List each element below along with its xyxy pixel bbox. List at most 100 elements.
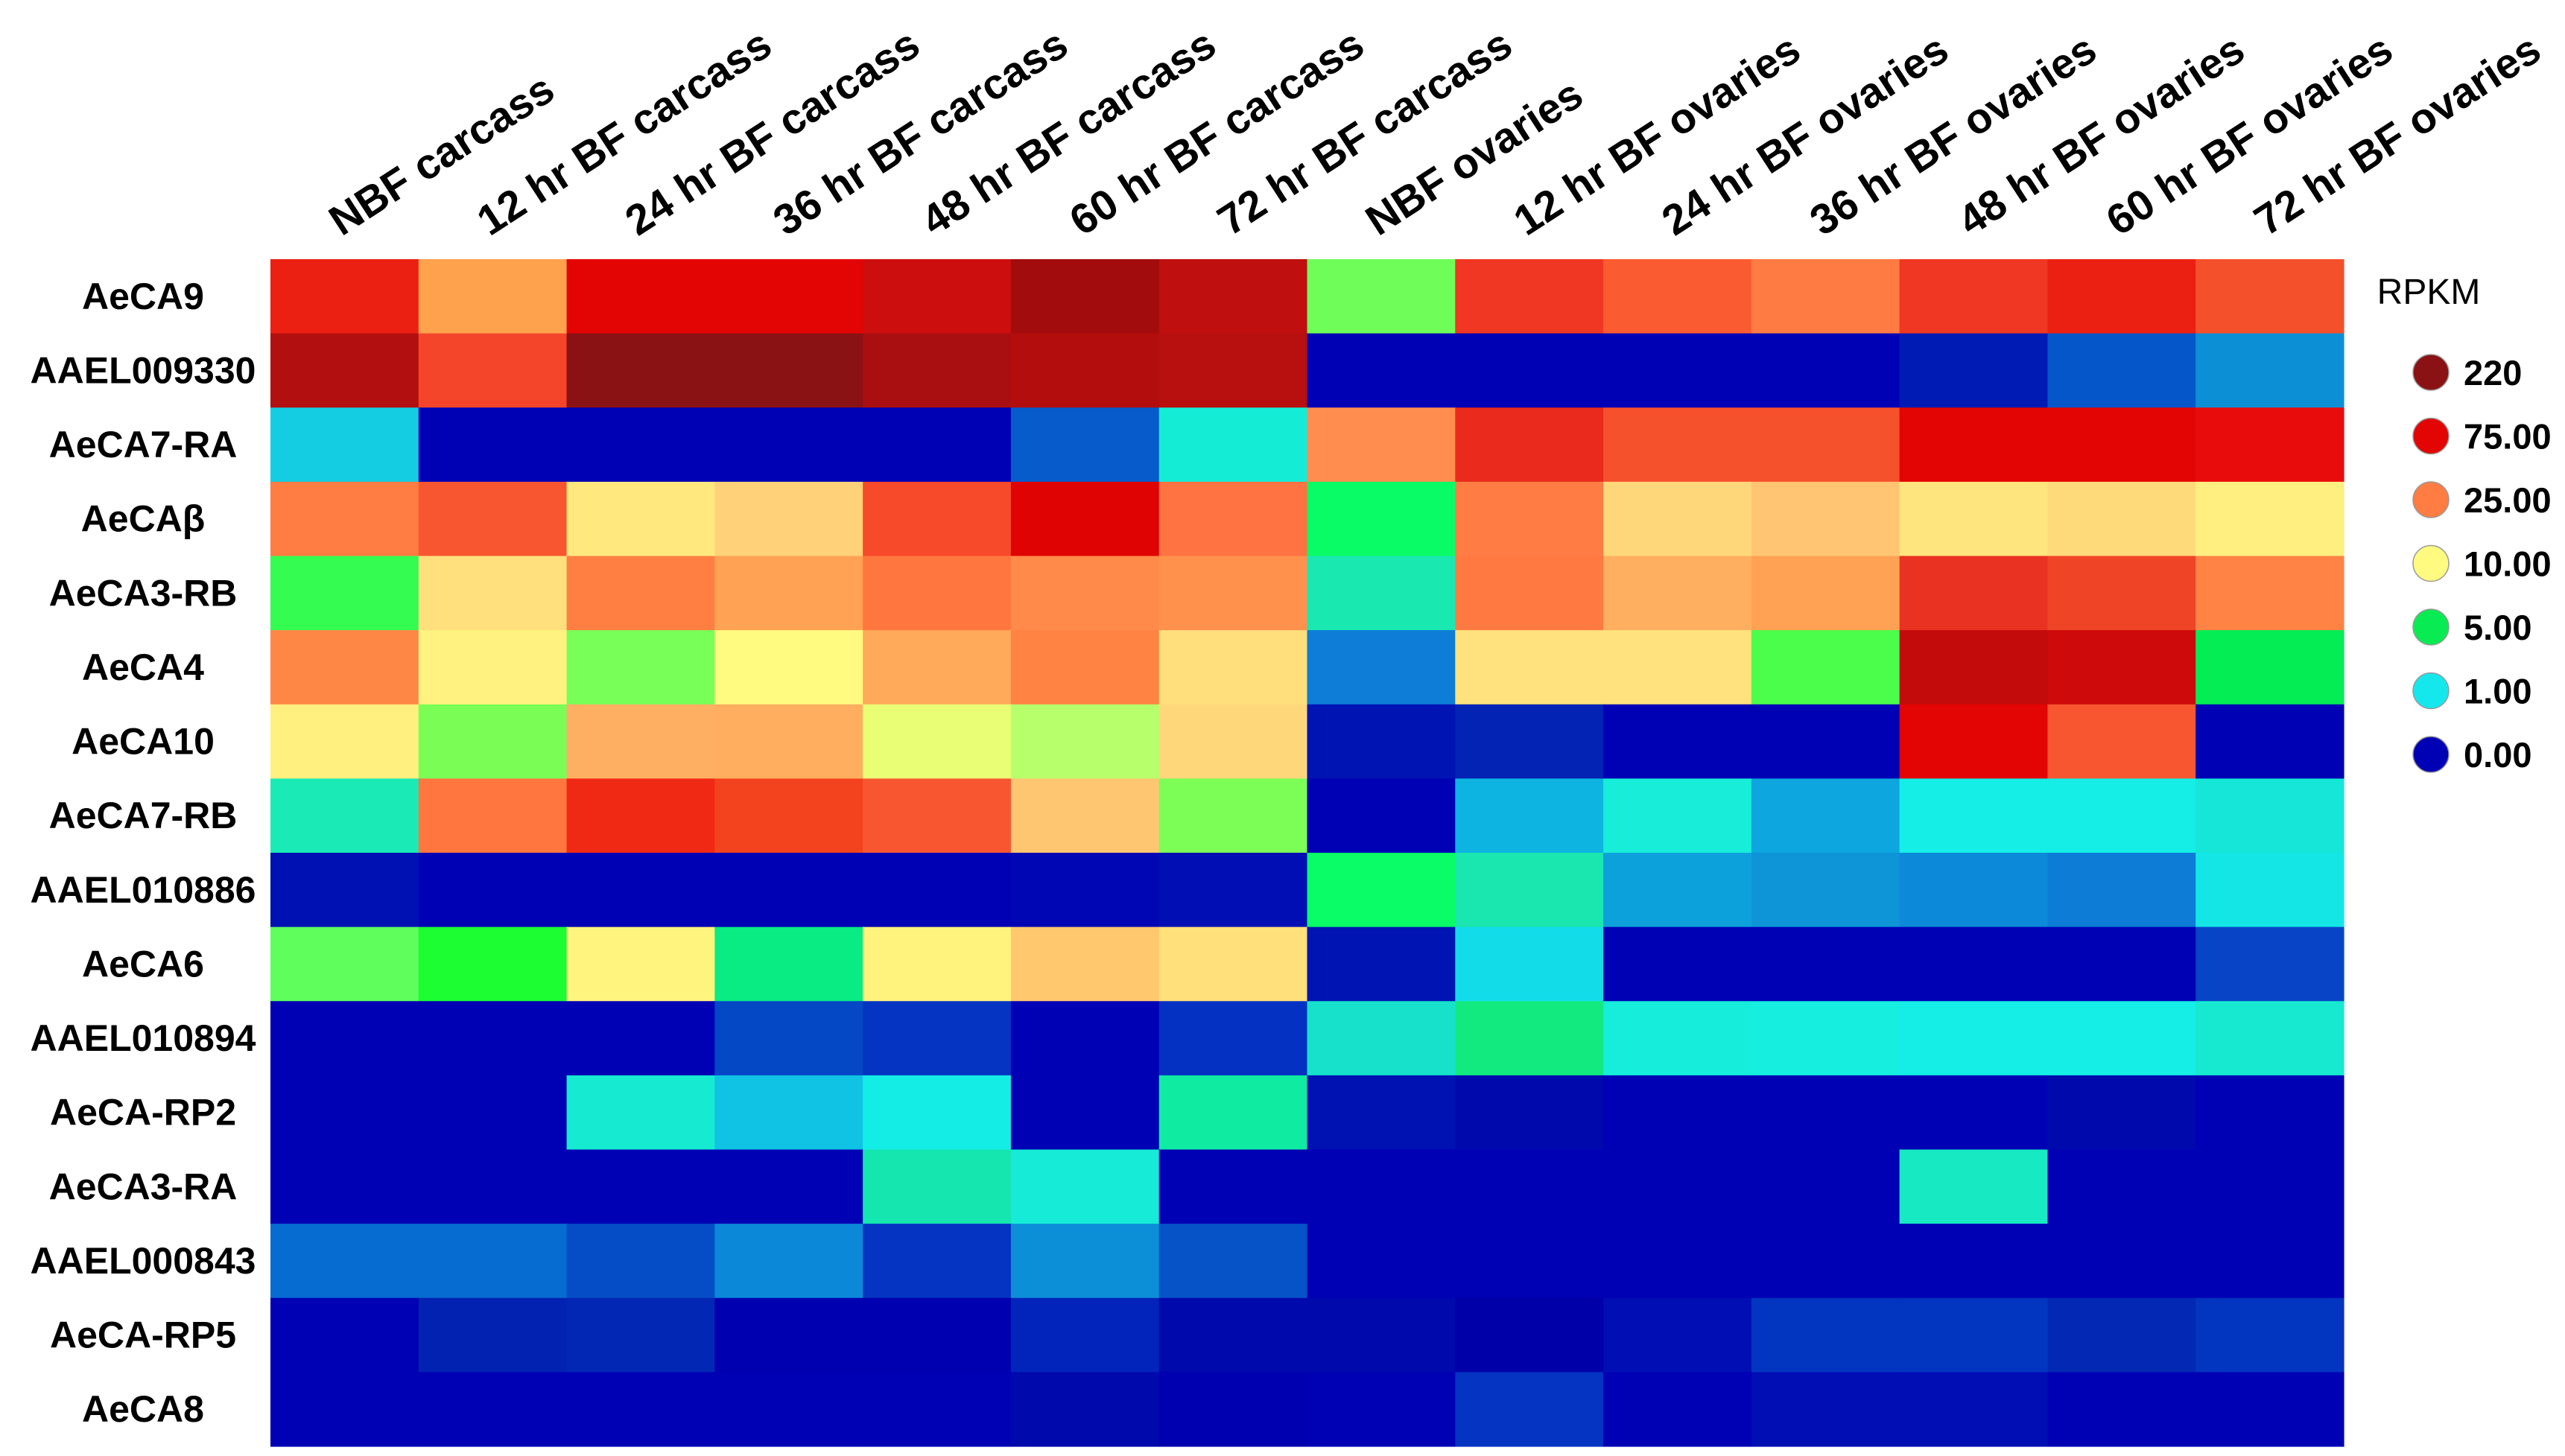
heatmap-cell	[1899, 556, 2049, 631]
heatmap-cell	[418, 704, 568, 779]
heatmap-cell	[1751, 853, 1900, 928]
heatmap-cell	[1307, 481, 1456, 557]
heatmap-cell	[1010, 481, 1160, 557]
heatmap-cell	[714, 1372, 863, 1447]
heatmap-cell	[2195, 1297, 2344, 1373]
heatmap-cell	[714, 704, 863, 779]
heatmap-cell	[1455, 259, 1604, 334]
heatmap-cell	[1158, 926, 1308, 1002]
heatmap-cell	[1751, 1297, 1900, 1373]
heatmap-cell	[566, 1372, 715, 1447]
heatmap-cell	[566, 778, 715, 853]
heatmap-cell	[2195, 630, 2344, 705]
heatmap-cell	[270, 1372, 419, 1447]
heatmap-cell	[2047, 630, 2196, 705]
heatmap-cell	[714, 333, 863, 408]
heatmap-cell	[1603, 853, 1752, 928]
heatmap-cell	[270, 556, 419, 631]
heatmap-cell	[1158, 407, 1308, 483]
heatmap-cell	[270, 407, 419, 483]
heatmap-cell	[1307, 630, 1456, 705]
heatmap-cell	[1899, 1224, 2049, 1299]
heatmap-cell	[1010, 853, 1160, 928]
heatmap-cell	[270, 778, 419, 853]
heatmap-cell	[1899, 407, 2049, 483]
row-label: AeCA9	[82, 276, 204, 317]
heatmap-cell	[270, 1075, 419, 1151]
heatmap-cell	[1899, 926, 2049, 1002]
heatmap-cell	[1455, 556, 1604, 631]
heatmap-cell	[2195, 1149, 2344, 1224]
heatmap-cell	[418, 259, 568, 334]
heatmap-cell	[1603, 333, 1752, 408]
heatmap-cell	[714, 481, 863, 557]
heatmap-cell	[1307, 407, 1456, 483]
heatmap-cell	[418, 1149, 568, 1224]
heatmap-cell	[1455, 333, 1604, 408]
heatmap-cell	[566, 1297, 715, 1373]
heatmap-cell	[418, 630, 568, 705]
heatmap-cell	[1603, 481, 1752, 557]
heatmap-cell	[1307, 556, 1456, 631]
heatmap-cell	[714, 1149, 863, 1224]
heatmap-cell	[1307, 333, 1456, 408]
heatmap-cell	[1603, 630, 1752, 705]
heatmap-cell	[863, 853, 1012, 928]
heatmap-cell	[863, 556, 1012, 631]
heatmap-cell	[1899, 778, 2049, 853]
heatmap-cell	[863, 1001, 1012, 1076]
heatmap-cell	[1603, 1224, 1752, 1299]
heatmap-cell	[714, 853, 863, 928]
heatmap-cell	[714, 259, 863, 334]
heatmap-cell	[863, 1372, 1012, 1447]
heatmap-cell	[1751, 556, 1900, 631]
row-label: AAEL010894	[31, 1017, 256, 1059]
heatmap-cell	[1603, 1075, 1752, 1151]
heatmap-cell	[1603, 556, 1752, 631]
heatmap-cell	[1010, 926, 1160, 1002]
heatmap-cell	[1010, 1075, 1160, 1151]
heatmap-cell	[714, 1001, 863, 1076]
heatmap-cell	[714, 778, 863, 853]
heatmap-cell	[1603, 1001, 1752, 1076]
legend-swatch	[2412, 736, 2450, 773]
heatmap-cell	[2047, 1372, 2196, 1447]
heatmap-cell	[1010, 704, 1160, 779]
heatmap-cell	[418, 926, 568, 1002]
heatmap-cell	[1455, 1372, 1604, 1447]
heatmap-cell	[1455, 778, 1604, 853]
heatmap-cell	[1010, 1372, 1160, 1447]
heatmap-cell	[270, 481, 419, 557]
legend-label: 25.00	[2464, 480, 2552, 520]
heatmap-cell	[2195, 1224, 2344, 1299]
legend-swatch	[2412, 544, 2450, 582]
row-label: AeCA7-RA	[49, 424, 238, 465]
heatmap-cell	[1899, 704, 2049, 779]
heatmap-cell	[2047, 1224, 2196, 1299]
row-label: AAEL010886	[31, 869, 256, 911]
heatmap-cell	[1603, 1372, 1752, 1447]
heatmap-cell	[1899, 1149, 2049, 1224]
heatmap-cell	[2047, 1149, 2196, 1224]
heatmap-cell	[1010, 556, 1160, 631]
heatmap-cell	[1751, 481, 1900, 557]
heatmap-cell	[714, 630, 863, 705]
heatmap-cell	[1158, 259, 1308, 334]
heatmap-cell	[863, 1075, 1012, 1151]
heatmap-cell	[270, 333, 419, 408]
heatmap-cell	[418, 333, 568, 408]
heatmap-cell	[1751, 630, 1900, 705]
heatmap-cell	[1603, 926, 1752, 1002]
heatmap-cell	[714, 1297, 863, 1373]
heatmap-cell	[418, 778, 568, 853]
heatmap-cell	[2195, 481, 2344, 557]
heatmap-cell	[1751, 1075, 1900, 1151]
heatmap-cell	[1307, 1001, 1456, 1076]
heatmap-cell	[1751, 704, 1900, 779]
heatmap-cell	[418, 853, 568, 928]
heatmap-cell	[1158, 853, 1308, 928]
heatmap-cell	[1751, 926, 1900, 1002]
legend-label: 5.00	[2464, 608, 2531, 647]
row-label: AAEL009330	[31, 349, 256, 391]
